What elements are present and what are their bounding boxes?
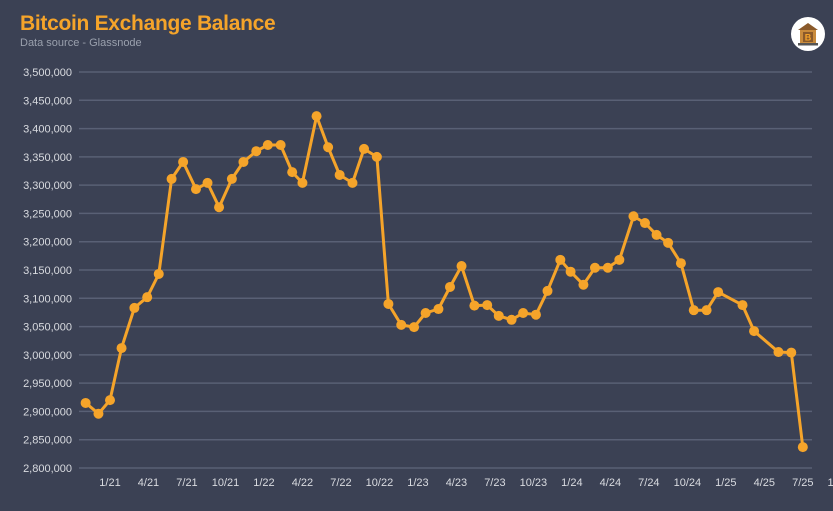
data-point [105,395,115,406]
data-point [420,307,431,318]
data-point [518,307,529,318]
data-point [530,309,541,320]
data-point [142,292,153,303]
x-tick-label: 1/23 [407,477,428,489]
data-point [640,218,651,229]
chart-subtitle: Data source - Glassnode [20,37,142,49]
data-point [675,258,686,269]
data-point [456,261,467,272]
data-point [786,347,797,358]
data-point [383,298,394,309]
x-tick-label: 1/22 [253,477,274,489]
x-tick-label: 10/24 [674,477,702,489]
data-point [202,177,213,188]
data-point [555,254,566,265]
data-point [297,177,308,188]
data-point [433,304,444,315]
data-point [797,442,808,453]
data-point [166,173,177,184]
y-tick-label: 3,500,000 [23,67,72,79]
data-point [628,211,639,222]
x-tick-label: 7/24 [638,477,659,489]
data-point [190,184,201,195]
data-point [713,287,724,298]
x-tick-label: 1/25 [715,477,736,489]
data-point [506,314,517,325]
data-point [153,268,164,279]
data-point [542,285,553,296]
y-tick-label: 3,350,000 [23,152,72,164]
y-tick-label: 3,300,000 [23,180,72,192]
data-point [80,397,91,408]
chart-title: Bitcoin Exchange Balance [20,12,276,35]
y-tick-label: 2,800,000 [23,463,72,475]
data-point [565,266,576,277]
y-tick-label: 3,450,000 [23,95,72,107]
data-point [238,156,249,167]
data-point [602,262,613,273]
x-tick-label: 1/21 [99,477,120,489]
data-point [129,302,140,313]
x-tick-label: 7/23 [484,477,505,489]
x-tick-label: 10/22 [366,477,394,489]
data-point [93,408,104,419]
y-tick-label: 3,250,000 [23,208,72,220]
data-point [178,156,189,167]
y-tick-label: 3,000,000 [23,350,72,362]
data-point [251,146,262,157]
y-tick-label: 2,900,000 [23,406,72,418]
y-tick-label: 2,850,000 [23,435,72,447]
data-point [614,254,625,265]
x-tick-label: 4/21 [138,477,159,489]
data-point [371,151,382,162]
data-point [287,167,298,178]
data-point [663,237,674,248]
x-tick-label: 7/22 [330,477,351,489]
data-point [226,173,237,184]
data-point [749,326,760,337]
x-tick-label: 10/25 [828,477,833,489]
data-point [589,262,600,273]
data-point [469,300,480,311]
y-tick-label: 3,400,000 [23,124,72,136]
data-point [396,319,407,330]
x-tick-label: 4/25 [754,477,775,489]
data-point [359,143,370,154]
svg-text:B: B [805,33,812,43]
data-point [493,310,504,321]
x-tick-label: 10/23 [520,477,548,489]
x-tick-label: 10/21 [212,477,240,489]
data-point [701,305,712,316]
bitcoin-bank-icon: B [791,17,825,51]
data-point [334,169,345,180]
data-point [773,347,784,358]
y-tick-label: 3,200,000 [23,237,72,249]
data-point [409,322,420,333]
data-point [323,142,334,153]
data-point [275,139,286,150]
x-tick-label: 4/22 [292,477,313,489]
data-point [651,229,662,240]
y-tick-label: 3,150,000 [23,265,72,277]
x-tick-label: 7/25 [792,477,813,489]
x-tick-label: 1/24 [561,477,582,489]
data-point [482,300,493,311]
data-point [444,281,455,292]
data-point [688,305,699,316]
x-tick-label: 4/23 [446,477,467,489]
data-point [311,111,322,122]
x-tick-label: 4/24 [600,477,621,489]
y-tick-label: 3,100,000 [23,293,72,305]
data-point [262,139,273,150]
y-tick-label: 2,950,000 [23,378,72,390]
x-tick-label: 7/21 [176,477,197,489]
series-line [84,114,805,448]
data-point [116,343,127,354]
y-tick-label: 3,050,000 [23,322,72,334]
data-point [214,202,225,213]
data-point [737,300,748,311]
data-point [347,177,358,188]
data-point [578,279,589,290]
